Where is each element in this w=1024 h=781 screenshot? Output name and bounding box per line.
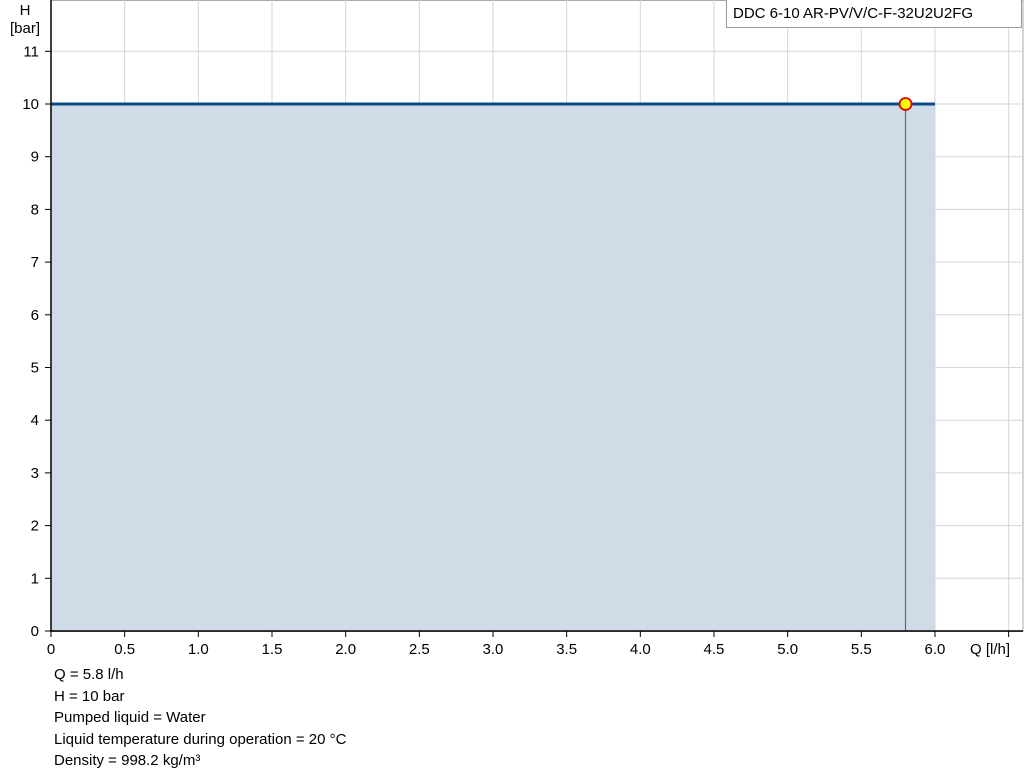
- x-tick-label: 1.0: [188, 641, 209, 658]
- x-tick-label: 4.0: [630, 641, 651, 658]
- operating-info: Q = 5.8 l/h H = 10 bar Pumped liquid = W…: [54, 664, 346, 772]
- x-tick-label: 5.5: [851, 641, 872, 658]
- series-layer: [51, 97, 935, 631]
- y-tick-label: 4: [31, 412, 39, 429]
- x-tick-label: 2.5: [409, 641, 430, 658]
- info-head: H = 10 bar: [54, 687, 125, 705]
- legend-product-name: DDC 6-10 AR-PV/V/C-F-32U2U2FG: [726, 0, 1022, 28]
- y-tick-label: 7: [31, 254, 39, 271]
- y-axis-label-h: H: [20, 2, 31, 19]
- info-flow: Q = 5.8 l/h: [54, 666, 124, 683]
- x-tick-label: 3.5: [556, 641, 577, 658]
- x-axis-label: Q [l/h]: [970, 641, 1010, 658]
- x-tick-label: 4.5: [704, 641, 725, 658]
- info-density: Density = 998.2 kg/m³: [54, 752, 201, 770]
- y-tick-label: 3: [31, 465, 39, 482]
- y-tick-label: 0: [31, 623, 39, 640]
- info-liquid: Pumped liquid = Water: [54, 709, 206, 727]
- y-tick-label: 8: [31, 201, 39, 218]
- axes: 0 0.5 1.0 1.5 2.0 2.5 3.0 3.5 4.0 4.5 5.0 5.5 6.0 0 1 2…: [22, 0, 1023, 658]
- info-temperature: Liquid temperature during operation = 20…: [54, 730, 347, 748]
- operating-area: [51, 104, 935, 631]
- y-tick-label: 9: [31, 149, 39, 166]
- y-tick-label: 1: [31, 570, 39, 587]
- x-tick-label: 5.0: [777, 641, 798, 658]
- x-tick-label: 0.5: [114, 641, 135, 658]
- x-tick-label: 6.0: [925, 641, 946, 658]
- pump-curve-chart: 0 0.5 1.0 1.5 2.0 2.5 3.0 3.5 4.0 4.5 5.0 5.5 6.0 0 1 2…: [10, 0, 1024, 658]
- y-tick-label: 10: [22, 96, 39, 113]
- x-tick-label: 0: [47, 641, 55, 658]
- y-tick-label: 2: [31, 518, 39, 535]
- y-tick-label: 11: [23, 43, 39, 60]
- y-tick-label: 5: [31, 360, 39, 377]
- duty-point-marker: [898, 97, 913, 111]
- y-axis-label-unit: [bar]: [10, 20, 40, 37]
- y-tick-label: 6: [31, 307, 39, 324]
- x-tick-label: 1.5: [262, 641, 283, 658]
- x-tick-label: 2.0: [335, 641, 356, 658]
- x-tick-label: 3.0: [483, 641, 504, 658]
